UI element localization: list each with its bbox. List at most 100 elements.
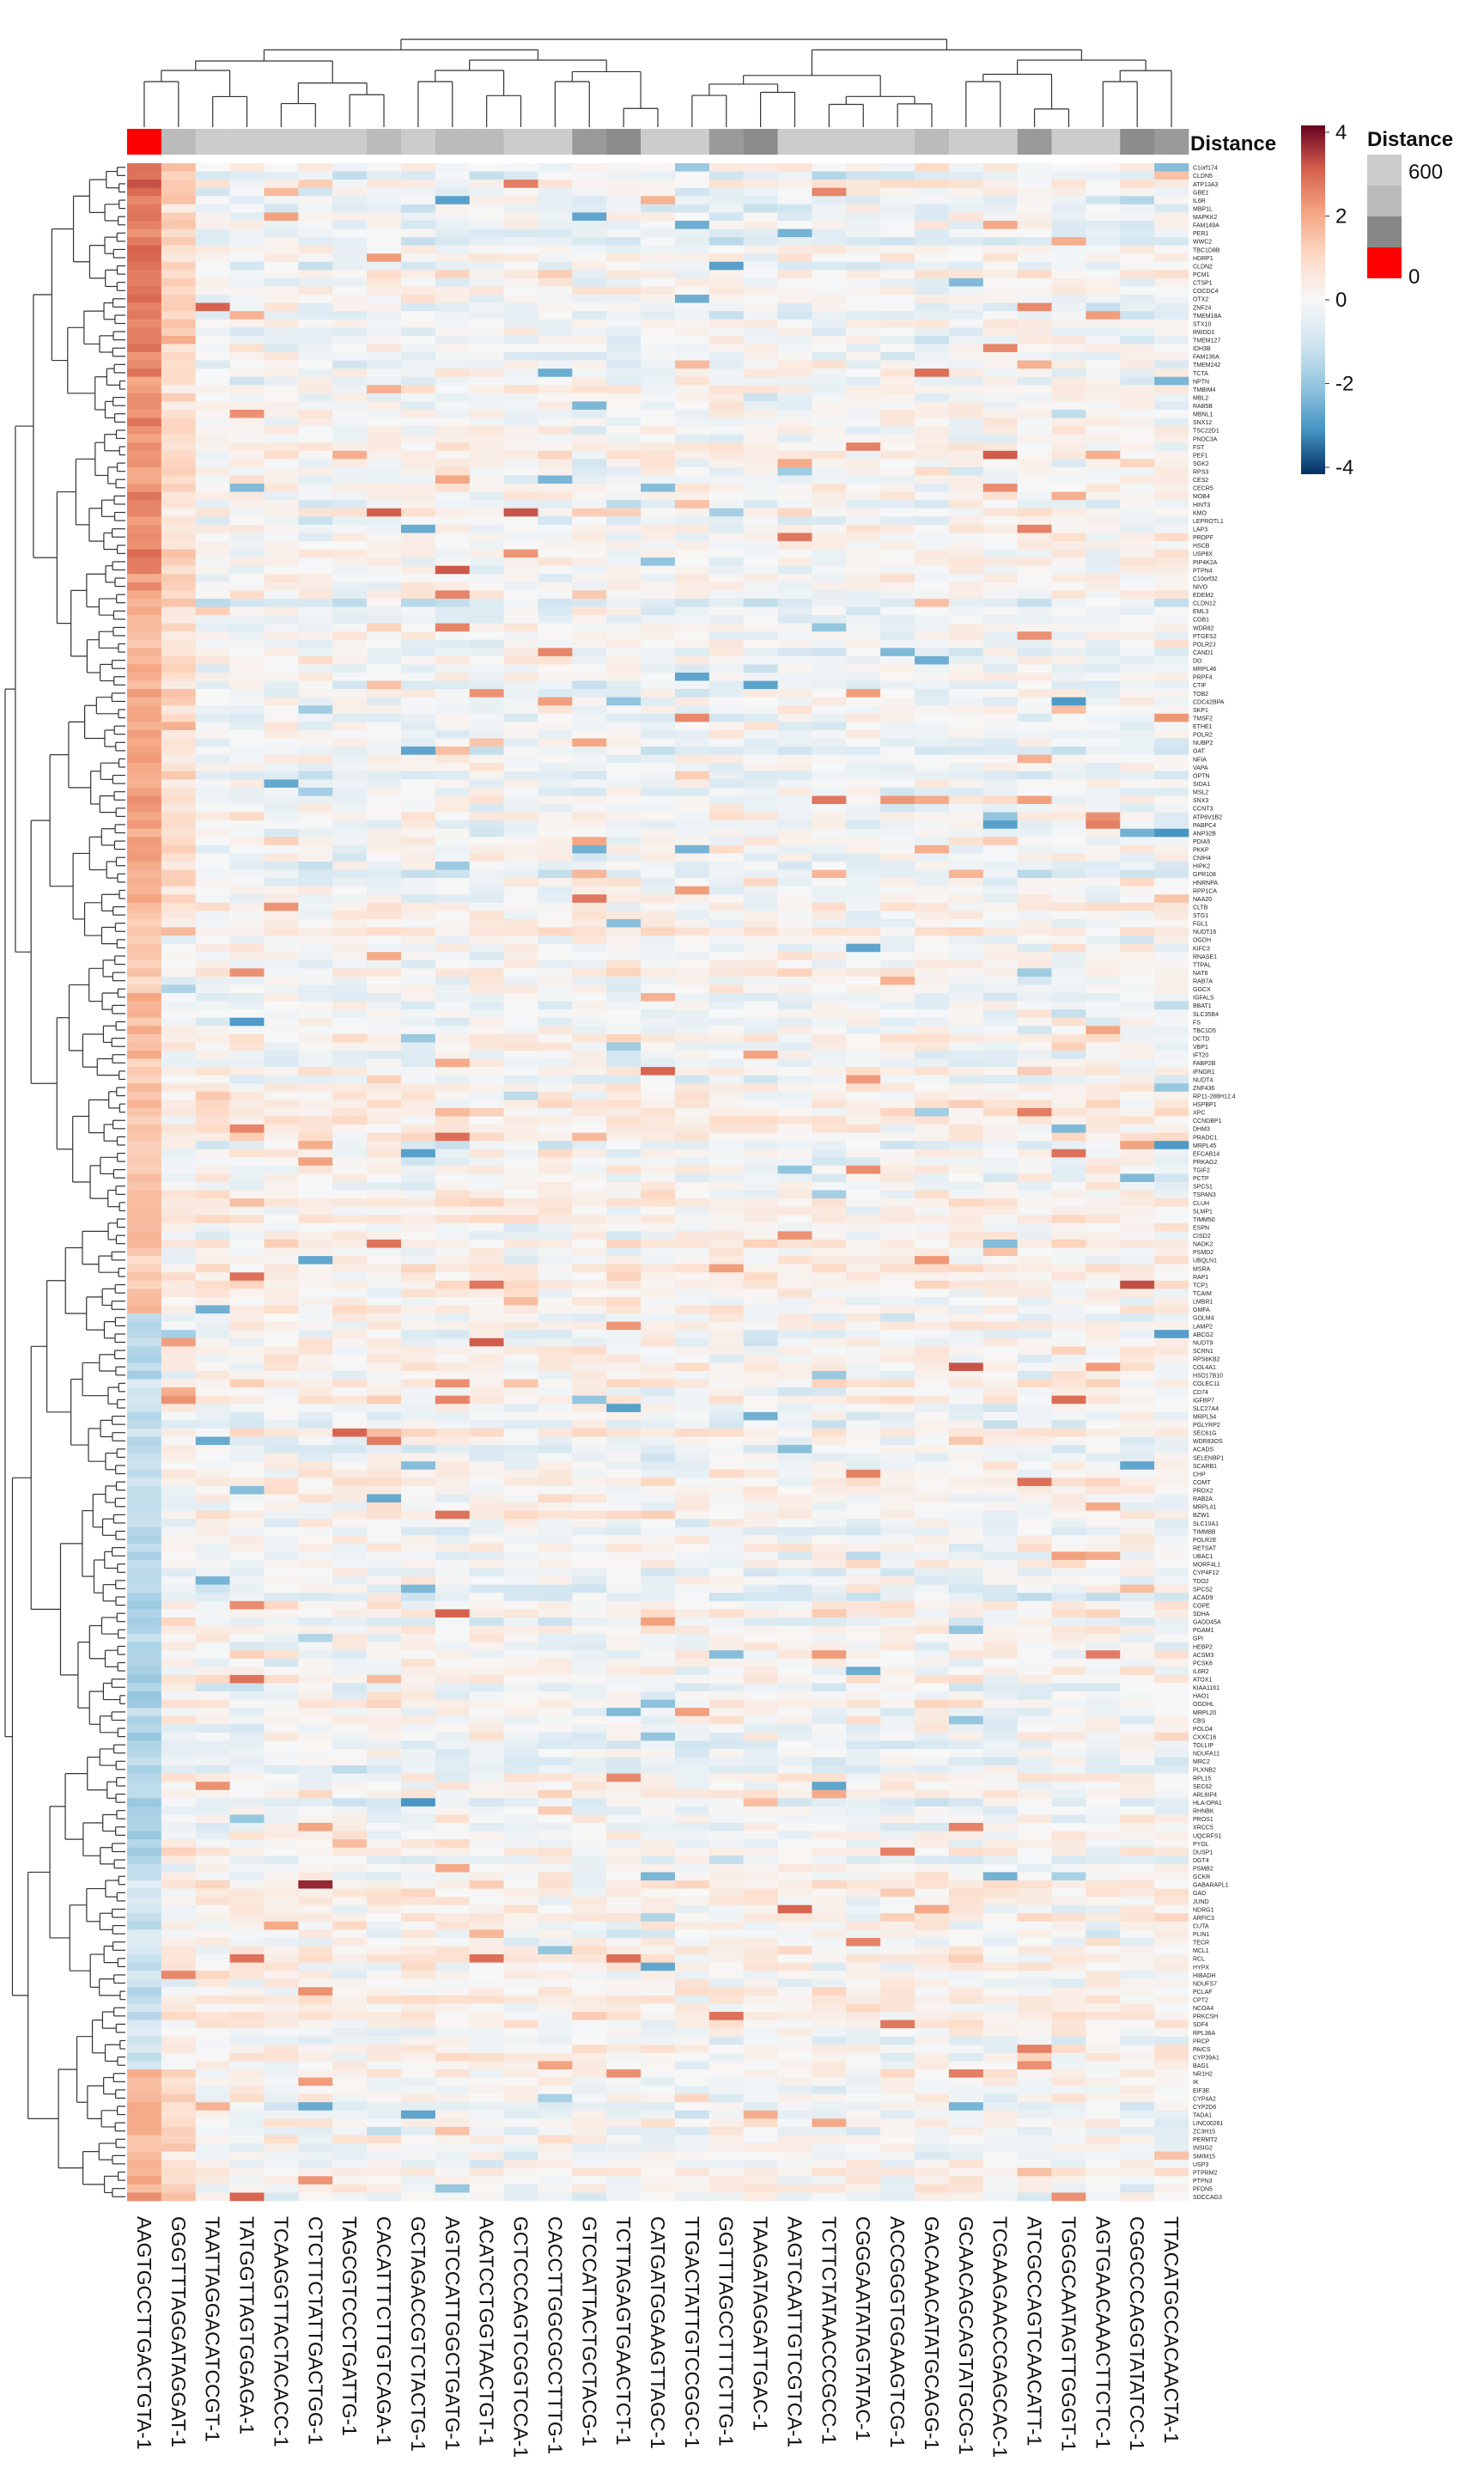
heatmap-cell bbox=[606, 878, 642, 887]
heatmap-cell bbox=[1154, 878, 1189, 887]
heatmap-cell bbox=[503, 746, 538, 755]
heatmap-cell bbox=[1120, 1222, 1155, 1232]
heatmap-cell bbox=[538, 212, 573, 222]
heatmap-cell bbox=[435, 565, 471, 575]
heatmap-cell bbox=[195, 220, 230, 229]
heatmap-cell bbox=[1120, 697, 1155, 706]
heatmap-cell bbox=[332, 475, 368, 484]
heatmap-cell bbox=[1017, 253, 1052, 263]
heatmap-cell bbox=[880, 277, 915, 287]
heatmap-cell bbox=[982, 558, 1018, 566]
heatmap-cell bbox=[846, 804, 881, 813]
heatmap-cell bbox=[127, 968, 162, 978]
heatmap-cell bbox=[641, 229, 676, 238]
heatmap-cell bbox=[674, 212, 710, 222]
heatmap-cell bbox=[332, 894, 368, 904]
heatmap-cell bbox=[298, 1231, 333, 1240]
heatmap-cell bbox=[400, 245, 436, 254]
heatmap-cell bbox=[332, 163, 368, 172]
heatmap-cell bbox=[674, 878, 710, 887]
heatmap-cell bbox=[674, 787, 710, 796]
heatmap-cell bbox=[1017, 1124, 1052, 1133]
heatmap-cell bbox=[332, 1009, 368, 1019]
heatmap-cell bbox=[298, 771, 333, 780]
heatmap-cell bbox=[948, 1042, 984, 1051]
heatmap-cell bbox=[1051, 360, 1086, 369]
heatmap-cell bbox=[641, 171, 676, 180]
heatmap-cell bbox=[982, 1198, 1018, 1207]
heatmap-cell bbox=[709, 327, 744, 337]
heatmap-cell bbox=[915, 1141, 950, 1150]
heatmap-cell bbox=[1154, 729, 1189, 739]
heatmap-cell bbox=[161, 549, 197, 558]
heatmap-cell bbox=[435, 771, 471, 780]
heatmap-cell bbox=[1051, 1222, 1086, 1232]
heatmap-cell bbox=[127, 976, 162, 985]
heatmap-cell bbox=[606, 1001, 642, 1010]
heatmap-cell bbox=[880, 1017, 915, 1027]
heatmap-cell bbox=[1120, 163, 1155, 172]
heatmap-cell bbox=[743, 508, 778, 517]
heatmap-cell bbox=[1017, 237, 1052, 246]
heatmap-cell bbox=[264, 1215, 299, 1224]
heatmap-cell bbox=[161, 935, 197, 944]
heatmap-cell bbox=[1017, 261, 1052, 271]
heatmap-cell bbox=[503, 369, 538, 377]
heatmap-cell bbox=[367, 746, 402, 755]
heatmap-cell bbox=[1154, 738, 1189, 747]
heatmap-cell bbox=[298, 722, 333, 731]
heatmap-cell bbox=[709, 475, 744, 484]
heatmap-cell bbox=[812, 1182, 847, 1191]
heatmap-cell bbox=[435, 590, 471, 600]
heatmap-cell bbox=[264, 1026, 299, 1035]
heatmap-cell bbox=[606, 705, 642, 715]
heatmap-cell bbox=[1017, 171, 1052, 180]
heatmap-cell bbox=[298, 220, 333, 229]
heatmap-cell bbox=[195, 516, 230, 526]
heatmap-cell bbox=[195, 1100, 230, 1109]
heatmap-cell bbox=[435, 902, 471, 911]
heatmap-cell bbox=[846, 393, 881, 402]
heatmap-cell bbox=[538, 1231, 573, 1240]
heatmap-cell bbox=[777, 516, 812, 526]
heatmap-cell bbox=[812, 417, 847, 427]
heatmap-cell bbox=[1017, 369, 1052, 377]
heatmap-cell bbox=[880, 319, 915, 328]
heatmap-cell bbox=[1086, 697, 1121, 706]
heatmap-cell bbox=[743, 952, 778, 961]
heatmap-cell bbox=[367, 812, 402, 821]
heatmap-cell bbox=[503, 902, 538, 911]
heatmap-cell bbox=[1017, 1091, 1052, 1100]
heatmap-cell bbox=[606, 369, 642, 377]
heatmap-cell bbox=[127, 763, 162, 772]
heatmap-cell bbox=[1086, 344, 1121, 353]
heatmap-cell bbox=[127, 237, 162, 246]
heatmap-cell bbox=[674, 935, 710, 944]
heatmap-cell bbox=[1120, 261, 1155, 271]
heatmap-cell bbox=[435, 844, 471, 854]
heatmap-cell bbox=[982, 434, 1018, 443]
heatmap-cell bbox=[1051, 344, 1086, 353]
heatmap-cell bbox=[264, 779, 299, 789]
annotation-cell bbox=[1086, 129, 1121, 155]
heatmap-cell bbox=[812, 1017, 847, 1027]
heatmap-cell bbox=[777, 943, 812, 953]
heatmap-cell bbox=[400, 434, 436, 443]
heatmap-cell bbox=[229, 1198, 265, 1207]
heatmap-cell bbox=[606, 245, 642, 254]
heatmap-cell bbox=[1017, 902, 1052, 911]
heatmap-cell bbox=[195, 245, 230, 254]
heatmap-cell bbox=[435, 664, 471, 673]
heatmap-cell bbox=[709, 335, 744, 344]
heatmap-cell bbox=[846, 968, 881, 978]
heatmap-cell bbox=[298, 968, 333, 978]
heatmap-cell bbox=[641, 664, 676, 673]
heatmap-cell bbox=[469, 204, 504, 213]
heatmap-cell bbox=[469, 270, 504, 279]
heatmap-cell bbox=[915, 771, 950, 780]
heatmap-cell bbox=[982, 1124, 1018, 1133]
heatmap-cell bbox=[298, 196, 333, 205]
heatmap-cell bbox=[127, 475, 162, 484]
heatmap-cell bbox=[572, 598, 607, 607]
heatmap-cell bbox=[503, 787, 538, 796]
